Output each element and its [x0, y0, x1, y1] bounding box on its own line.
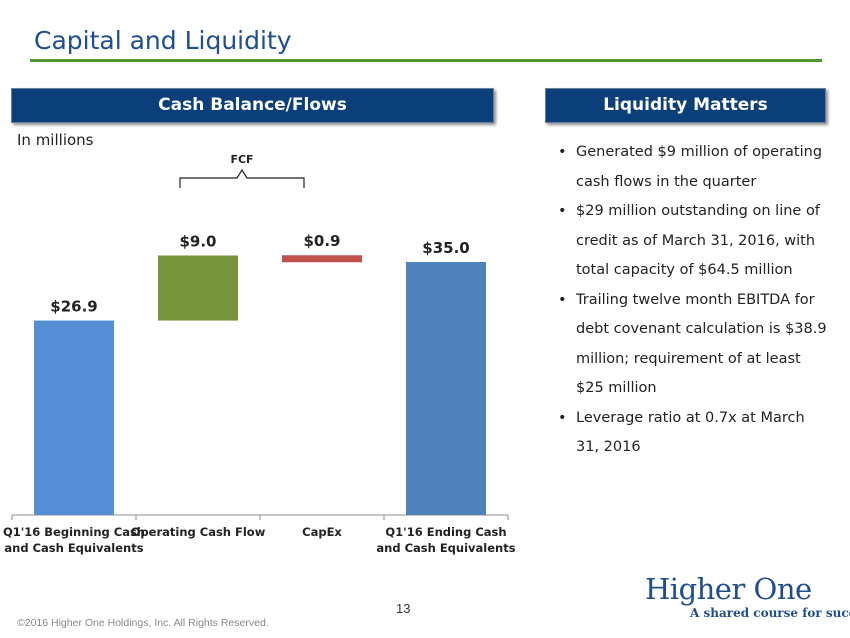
bullet-text: Trailing twelve month EBITDA for debt co…: [576, 291, 827, 397]
bullet-icon: •: [558, 144, 567, 160]
category-label: Q1'16 Ending Cash: [385, 525, 506, 539]
category-label: and Cash Equivalents: [376, 541, 515, 555]
waterfall-bar: [282, 255, 362, 263]
higher-one-logo: Higher One A shared course for success: [640, 566, 850, 626]
waterfall-bar: [34, 320, 114, 515]
waterfall-bar: [406, 262, 486, 515]
copyright-notice: ©2016 Higher One Holdings, Inc. All Righ…: [17, 617, 269, 629]
bar-value-label: $35.0: [422, 239, 469, 257]
cash-flow-waterfall-chart: $26.9 $9.0 $0.9 $35.0 Q1'16 Beginning Cash an…: [3, 153, 516, 555]
category-label: Q1'16 Beginning Cash: [3, 525, 145, 539]
fcf-bracket-label: FCF: [230, 153, 253, 166]
category-label: and Cash Equivalents: [4, 541, 143, 555]
waterfall-bar: [158, 255, 238, 321]
category-label: Operating Cash Flow: [131, 525, 266, 539]
cash-balance-header: Cash Balance/Flows: [11, 88, 494, 123]
bullet-item: • Leverage ratio at 0.7x at March 31, 201…: [558, 404, 828, 463]
logo-brand-text: Higher One: [645, 572, 812, 606]
logo-tagline: A shared course for success: [690, 606, 850, 620]
liquidity-matters-header: Liquidity Matters: [545, 88, 826, 123]
bullet-text: Leverage ratio at 0.7x at March 31, 2016: [576, 409, 805, 456]
category-label: CapEx: [302, 525, 342, 539]
units-note: In millions: [17, 131, 94, 149]
bullet-icon: •: [558, 291, 567, 308]
bullet-item: • Generated $9 million of operating cash …: [558, 138, 828, 197]
fcf-bracket: [179, 168, 305, 188]
page-number: 13: [396, 601, 411, 616]
title-underline: [30, 59, 822, 62]
bullet-item: • $29 million outstanding on line of cred…: [558, 197, 828, 286]
bullet-text: $29 million outstanding on line of credi…: [576, 203, 820, 278]
bar-value-label: $0.9: [303, 232, 340, 250]
bullet-item: • Trailing twelve month EBITDA for debt c…: [558, 286, 828, 404]
bar-value-label: $26.9: [50, 298, 97, 316]
bullet-icon: •: [558, 203, 567, 219]
page-title: Capital and Liquidity: [34, 26, 292, 55]
bullet-text: Generated $9 million of operating cash f…: [576, 144, 823, 190]
liquidity-bullet-list: • Generated $9 million of operating cash …: [558, 138, 828, 463]
bar-value-label: $9.0: [179, 232, 216, 250]
bullet-icon: •: [558, 409, 567, 426]
